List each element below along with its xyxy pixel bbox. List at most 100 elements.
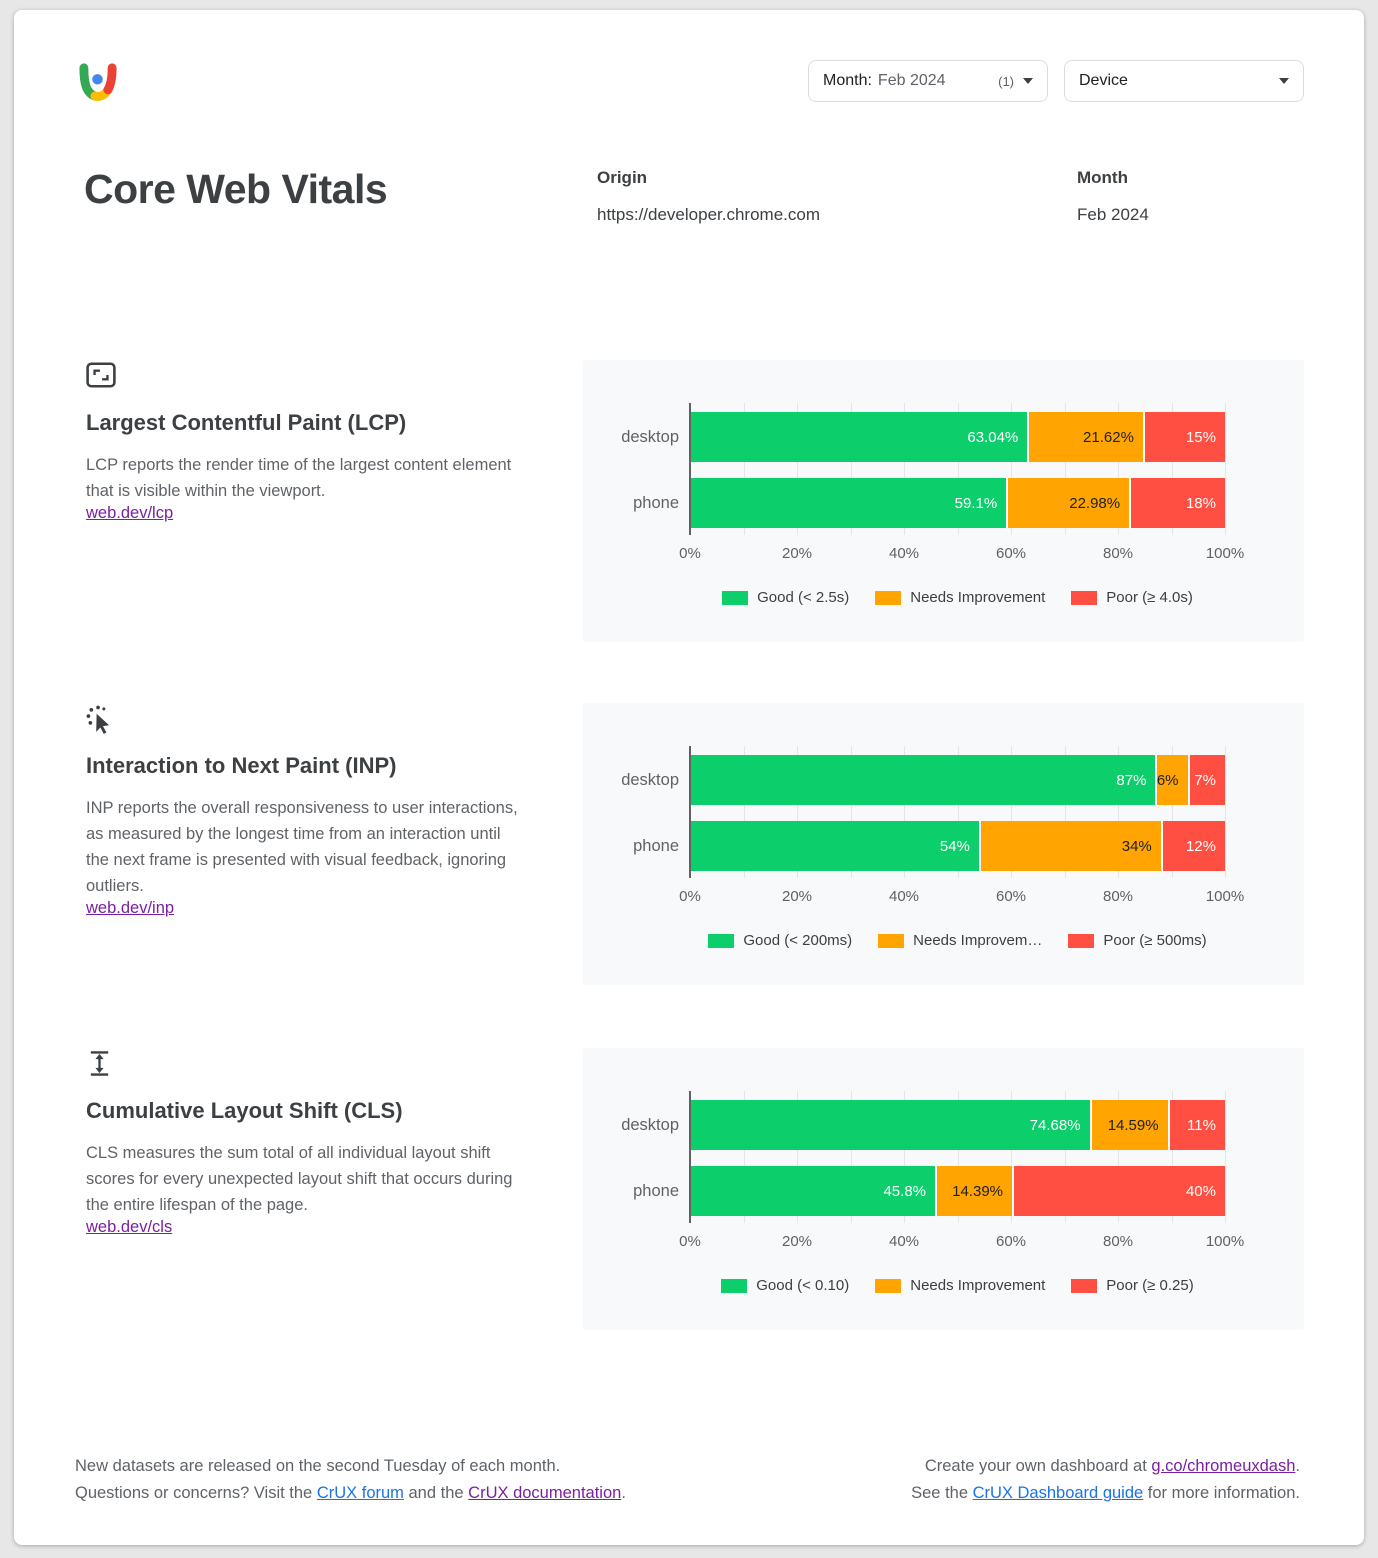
device-filter-dropdown[interactable]: Device: [1064, 60, 1304, 102]
footer-link[interactable]: CrUX Dashboard guide: [972, 1484, 1144, 1502]
metric-description: CLS measures the sum total of all indivi…: [86, 1144, 513, 1214]
lcp-chart-panel: 63.04% 21.62% 15% 59.1% 22.98% 18% desktop pho…: [583, 360, 1304, 642]
chevron-down-icon: [1279, 78, 1289, 84]
chevron-down-icon: [1023, 78, 1033, 84]
legend-swatch-icon: [875, 590, 902, 605]
footer-link[interactable]: CrUX documentation: [468, 1484, 622, 1502]
y-axis-line: [689, 746, 691, 878]
x-tick-label: 80%: [1102, 888, 1134, 905]
category-label-phone: phone: [633, 837, 679, 855]
footer-release-note: New datasets are released on the second …: [75, 1457, 561, 1475]
gridline: [743, 1091, 745, 1223]
legend-item: Good (< 2.5s): [722, 589, 849, 606]
footer-text: Questions or concerns? Visit the: [75, 1484, 317, 1502]
bar-value-label: 40%: [1185, 1182, 1216, 1200]
gridline: [1011, 1091, 1012, 1223]
bar-value-label: 14.59%: [1107, 1116, 1159, 1134]
cls-chart-panel: 74.68% 14.59% 11% 45.8% 14.39% 40% desktop pho…: [583, 1048, 1304, 1330]
gridline: [1171, 403, 1173, 535]
metric-section-lcp: Largest Contentful Paint (LCP) LCP repor…: [14, 360, 1364, 642]
legend-swatch-icon: [1071, 590, 1098, 605]
gridline: [1171, 746, 1173, 878]
footer-text: Create your own dashboard at: [924, 1457, 1152, 1475]
bar-segment-phone-0[interactable]: 45.8%: [690, 1166, 936, 1216]
bar-segment-phone-2[interactable]: 12%: [1160, 821, 1225, 871]
x-tick-label: 100%: [1205, 545, 1245, 562]
metric-section-inp: Interaction to Next Paint (INP) INP repo…: [14, 703, 1364, 985]
gridline: [1011, 746, 1012, 878]
bar-value-label: 14.39%: [952, 1182, 1003, 1200]
bar-segment-desktop-2[interactable]: 7%: [1187, 755, 1225, 805]
x-tick-label: 40%: [888, 545, 920, 562]
bar-segment-desktop-0[interactable]: 87%: [690, 755, 1156, 805]
gridline: [957, 746, 959, 878]
bar-row-phone: 45.8% 14.39% 40%: [690, 1166, 1225, 1216]
chart-legend: Good (< 200ms) Needs Improvem… Poor (≥ 500…: [690, 932, 1225, 949]
gridline: [1225, 403, 1226, 535]
bar-segment-desktop-0[interactable]: 74.68%: [690, 1100, 1090, 1150]
bar-value-label: 7%: [1194, 771, 1216, 789]
gridline: [957, 1091, 959, 1223]
x-tick-label: 100%: [1205, 888, 1245, 905]
gridline: [1171, 1091, 1173, 1223]
legend-label: Needs Improvement: [910, 1277, 1046, 1294]
bar-segment-phone-2[interactable]: 40%: [1012, 1166, 1225, 1216]
footer-link[interactable]: CrUX forum: [316, 1484, 404, 1502]
legend-swatch-icon: [1071, 1278, 1098, 1293]
x-tick-label: 80%: [1102, 545, 1134, 562]
bar-value-label: 6%: [1156, 771, 1179, 789]
cls-plot-area: 74.68% 14.59% 11% 45.8% 14.39% 40%: [689, 1091, 1226, 1223]
gridline: [1011, 403, 1012, 535]
month-filter-dropdown[interactable]: Month: Feb 2024 (1): [808, 60, 1048, 102]
footer-questions-line: Questions or concerns? Visit the CrUX fo…: [75, 1480, 626, 1507]
bar-value-label: 63.04%: [967, 428, 1019, 446]
bar-segment-phone-1[interactable]: 34%: [978, 821, 1161, 871]
origin-label: Origin: [597, 168, 648, 187]
gridline: [797, 1091, 798, 1223]
legend-item: Poor (≥ 0.25): [1071, 1277, 1194, 1294]
legend-item: Needs Improvement: [875, 1277, 1045, 1294]
metric-doc-link[interactable]: web.dev/lcp: [86, 504, 174, 522]
bar-segment-desktop-2[interactable]: 15%: [1142, 412, 1225, 462]
month-filter-value: Feb 2024: [877, 72, 946, 89]
category-label-phone: phone: [633, 494, 679, 512]
bar-segment-phone-0[interactable]: 54%: [690, 821, 979, 871]
bar-value-label: 12%: [1185, 837, 1216, 855]
bar-segment-phone-1[interactable]: 22.98%: [1006, 478, 1130, 528]
month-value: Feb 2024: [1077, 205, 1149, 224]
footer-text: See the: [911, 1484, 973, 1502]
device-filter-label: Device: [1079, 72, 1128, 89]
bar-segment-desktop-1[interactable]: 21.62%: [1027, 412, 1143, 462]
gridline: [904, 403, 905, 535]
chart-legend: Good (< 0.10) Needs Improvement Poor (≥ 0.…: [690, 1277, 1225, 1294]
bar-segment-desktop-2[interactable]: 11%: [1167, 1100, 1225, 1150]
x-tick-label: 20%: [781, 888, 813, 905]
metric-title: Cumulative Layout Shift (CLS): [86, 1098, 403, 1123]
bar-segment-desktop-1[interactable]: 14.59%: [1089, 1100, 1168, 1150]
gridline: [743, 746, 745, 878]
x-tick-label: 40%: [888, 888, 920, 905]
footer-link[interactable]: g.co/chromeuxdash: [1151, 1457, 1296, 1475]
metric-doc-link[interactable]: web.dev/cls: [86, 1218, 173, 1236]
y-axis-line: [689, 1091, 691, 1223]
bar-value-label: 18%: [1185, 494, 1216, 512]
month-filter-count: (1): [998, 73, 1014, 89]
gridline: [904, 746, 905, 878]
bar-segment-desktop-0[interactable]: 63.04%: [690, 412, 1028, 462]
bar-value-label: 11%: [1187, 1116, 1216, 1134]
x-tick-label: 100%: [1205, 1233, 1245, 1250]
gridline: [850, 746, 852, 878]
metric-description: LCP reports the render time of the large…: [86, 456, 512, 500]
bar-segment-phone-1[interactable]: 14.39%: [935, 1166, 1012, 1216]
legend-label: Needs Improvem…: [913, 932, 1043, 949]
x-tick-label: 40%: [888, 1233, 920, 1250]
metric-doc-link[interactable]: web.dev/inp: [86, 899, 175, 917]
bar-segment-desktop-1[interactable]: 6%: [1155, 755, 1188, 805]
bar-segment-phone-0[interactable]: 59.1%: [690, 478, 1007, 528]
metric-section-cls: Cumulative Layout Shift (CLS) CLS measur…: [14, 1048, 1364, 1330]
legend-label: Good (< 200ms): [743, 932, 853, 949]
bar-segment-phone-2[interactable]: 18%: [1129, 478, 1225, 528]
crux-logo-icon: [75, 60, 121, 106]
pointer-click-icon: [86, 705, 113, 740]
x-tick-label: 80%: [1102, 1233, 1134, 1250]
